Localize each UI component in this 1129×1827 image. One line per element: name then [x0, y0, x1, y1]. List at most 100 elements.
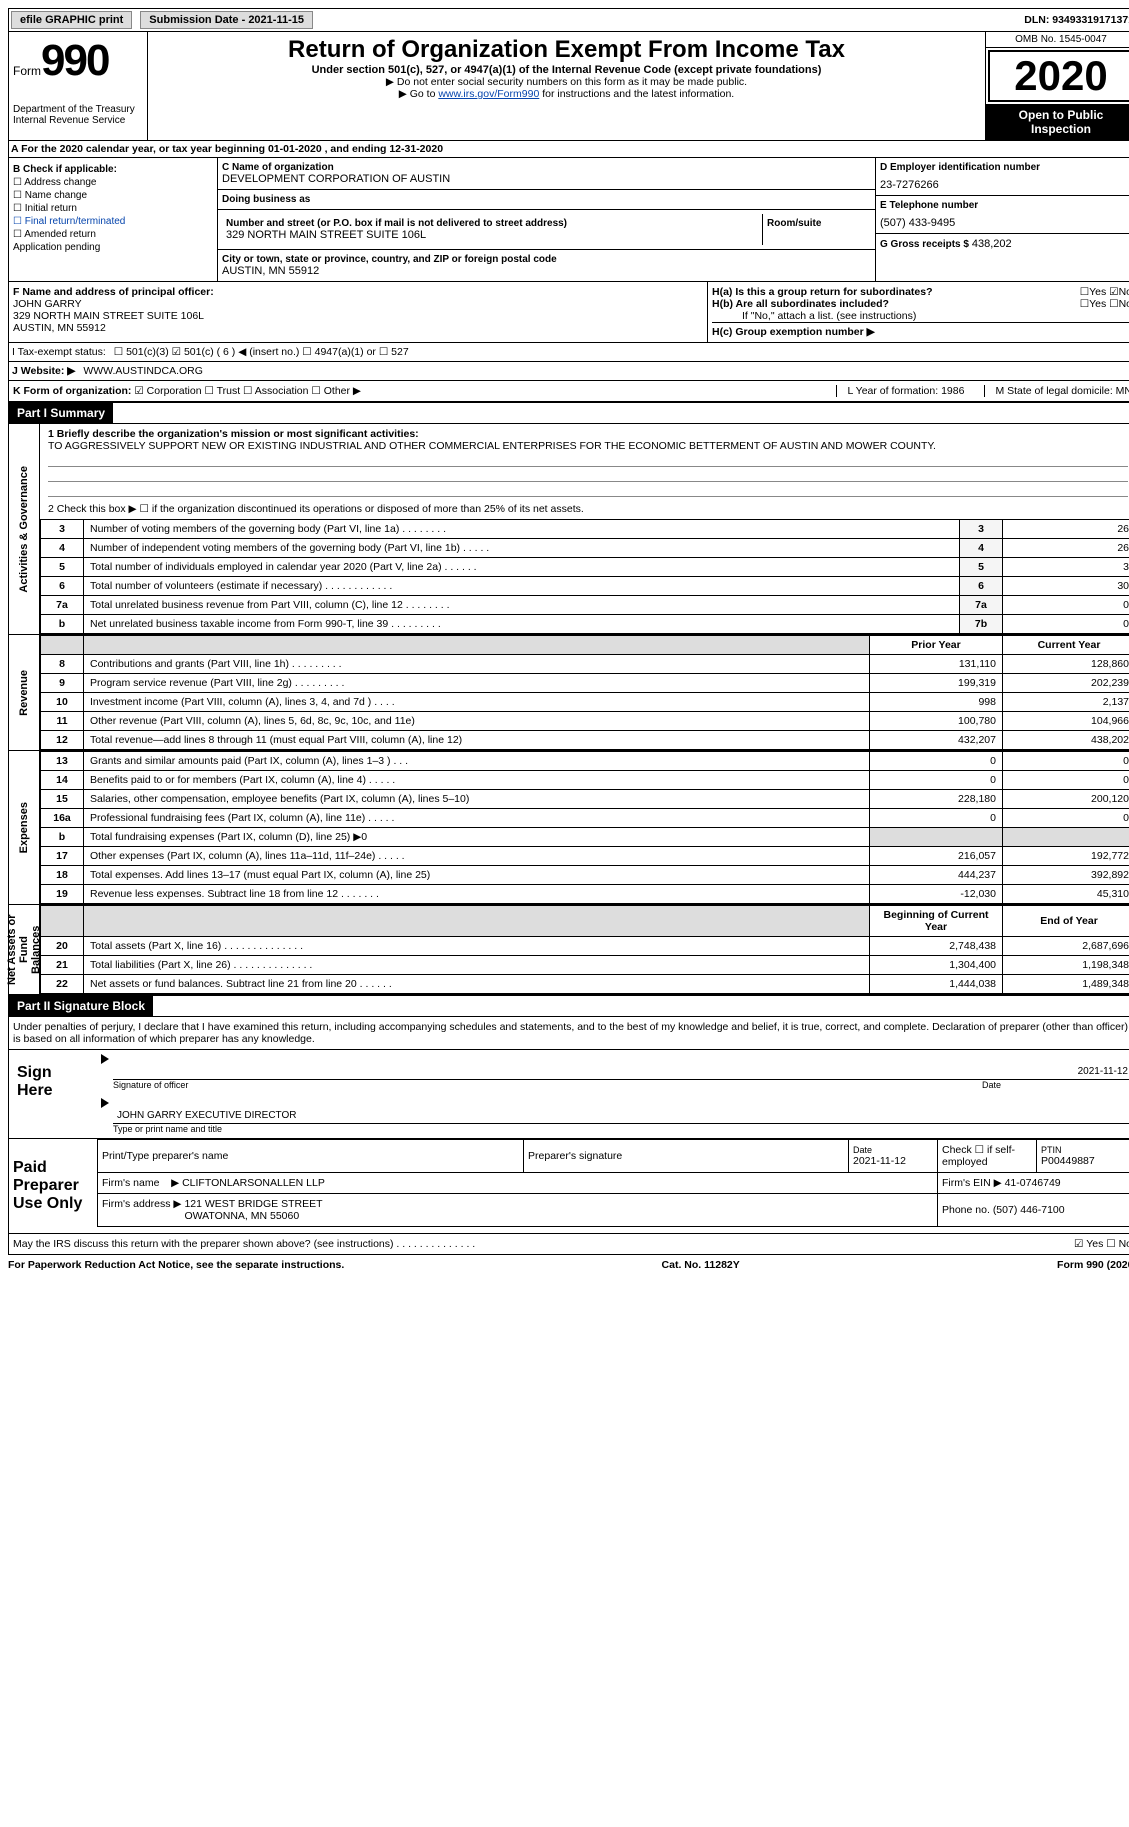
hb-label: H(b) Are all subordinates included?: [712, 298, 889, 310]
efile-label: efile GRAPHIC print: [11, 11, 132, 29]
netassets-table: Beginning of Current YearEnd of Year20To…: [40, 905, 1129, 994]
arrow-icon: [101, 1098, 109, 1108]
firm-addr-label: Firm's address ▶: [102, 1198, 182, 1210]
street-label: Number and street (or P.O. box if mail i…: [226, 218, 758, 229]
irs-link[interactable]: www.irs.gov/Form990: [438, 88, 539, 100]
org-name-label: C Name of organization: [222, 162, 871, 173]
footer-right: Form 990 (2020): [1057, 1259, 1129, 1271]
city-value: AUSTIN, MN 55912: [222, 265, 871, 277]
prep-name-label: Print/Type preparer's name: [98, 1140, 524, 1173]
officer-name: JOHN GARRY: [13, 298, 703, 310]
officer-type-label: Type or print name and title: [113, 1124, 1129, 1134]
form-header: Form990 Department of the Treasury Inter…: [8, 32, 1129, 141]
prep-date-label: Date: [853, 1145, 933, 1155]
tax-status-label: I Tax-exempt status:: [12, 346, 106, 358]
prep-sig-label: Preparer's signature: [524, 1140, 849, 1173]
website-value: WWW.AUSTINDCA.ORG: [83, 365, 203, 377]
ptin-value: P00449887: [1041, 1155, 1095, 1167]
date-label: Date: [982, 1080, 1129, 1090]
officer-name-printed: JOHN GARRY EXECUTIVE DIRECTOR: [113, 1098, 1129, 1124]
check-pending: Application pending: [13, 242, 213, 253]
firm-phone: (507) 446-7100: [993, 1204, 1065, 1216]
footer-left: For Paperwork Reduction Act Notice, see …: [8, 1259, 344, 1271]
part2-header: Part II Signature Block: [9, 996, 153, 1016]
hb-note: If "No," attach a list. (see instruction…: [712, 310, 1129, 322]
prep-check: Check ☐ if self-employed: [938, 1140, 1037, 1173]
ha-label: H(a) Is this a group return for subordin…: [712, 286, 933, 298]
section-b-heading: B Check if applicable:: [13, 164, 213, 175]
line2: 2 Check this box ▶ ☐ if the organization…: [48, 503, 1128, 515]
page-title: Return of Organization Exempt From Incom…: [152, 36, 981, 64]
firm-addr: 121 WEST BRIDGE STREET OWATONNA, MN 5506…: [184, 1198, 322, 1222]
declaration: Under penalties of perjury, I declare th…: [8, 1017, 1129, 1050]
subtitle: Under section 501(c), 527, or 4947(a)(1)…: [152, 64, 981, 76]
line-k: K Form of organization: ☑ Corporation ☐ …: [8, 381, 1129, 402]
org-name: DEVELOPMENT CORPORATION OF AUSTIN: [222, 173, 871, 185]
entity-grid: B Check if applicable: ☐ Address change …: [8, 158, 1129, 282]
check-address: ☐ Address change: [13, 177, 213, 188]
page-footer: For Paperwork Reduction Act Notice, see …: [8, 1255, 1129, 1275]
part1-header: Part I Summary: [9, 403, 113, 423]
dept-label: Department of the Treasury Internal Reve…: [13, 104, 143, 126]
omb-number: OMB No. 1545-0047: [986, 32, 1129, 48]
gross-label: G Gross receipts $: [880, 239, 969, 250]
side-netassets: Net Assets or Fund Balances: [4, 905, 44, 994]
ha-answer: ☐Yes ☑No: [1080, 286, 1129, 298]
dba-label: Doing business as: [222, 194, 871, 205]
side-revenue: Revenue: [16, 662, 32, 724]
footer-mid: Cat. No. 11282Y: [662, 1259, 740, 1271]
firm-name-label: Firm's name ▶: [102, 1177, 182, 1189]
check-initial: ☐ Initial return: [13, 203, 213, 214]
tax-year: 2020: [988, 50, 1129, 102]
firm-phone-label: Phone no.: [942, 1204, 990, 1216]
section-f-label: F Name and address of principal officer:: [13, 286, 703, 298]
state-domicile: M State of legal domicile: MN: [984, 385, 1129, 397]
dln: DLN: 93493319171371: [1024, 14, 1129, 26]
note-ssn: ▶ Do not enter social security numbers o…: [152, 76, 981, 88]
check-name: ☐ Name change: [13, 190, 213, 201]
tax-status-opts: ☐ 501(c)(3) ☑ 501(c) ( 6 ) ◀ (insert no.…: [114, 346, 409, 358]
revenue-table: Prior YearCurrent Year8Contributions and…: [40, 635, 1129, 750]
expenses-table: 13Grants and similar amounts paid (Part …: [40, 751, 1129, 904]
form-org-opts: ☑ Corporation ☐ Trust ☐ Association ☐ Ot…: [134, 385, 361, 397]
ptin-label: PTIN: [1041, 1145, 1129, 1155]
top-bar: efile GRAPHIC print Submission Date - 20…: [8, 8, 1129, 32]
side-governance: Activities & Governance: [16, 458, 32, 601]
phone-value: (507) 433-9495: [880, 211, 1129, 229]
street-value: 329 NORTH MAIN STREET SUITE 106L: [226, 229, 758, 241]
line-j: J Website: ▶ WWW.AUSTINDCA.ORG: [8, 362, 1129, 381]
phone-label: E Telephone number: [880, 200, 1129, 211]
firm-ein: 41-0746749: [1005, 1177, 1061, 1189]
sign-here-label: Sign Here: [13, 1054, 91, 1134]
submission-date: Submission Date - 2021-11-15: [140, 11, 313, 29]
form-number: 990: [41, 36, 108, 85]
officer-addr1: 329 NORTH MAIN STREET SUITE 106L: [13, 310, 703, 322]
arrow-icon: [101, 1054, 109, 1064]
discuss-answer: ☑ Yes ☐ No: [1074, 1238, 1129, 1250]
gross-value: 438,202: [972, 238, 1012, 250]
sig-officer-label: Signature of officer: [113, 1080, 982, 1090]
side-expenses: Expenses: [16, 794, 32, 861]
governance-table: 3Number of voting members of the governi…: [40, 519, 1129, 634]
paid-preparer-label: Paid Preparer Use Only: [9, 1139, 87, 1233]
website-label: J Website: ▶: [12, 365, 75, 377]
check-final: ☐ Final return/terminated: [13, 216, 213, 227]
preparer-table: Print/Type preparer's name Preparer's si…: [97, 1139, 1129, 1227]
discuss-question: May the IRS discuss this return with the…: [13, 1238, 1074, 1250]
prep-date: 2021-11-12: [853, 1155, 906, 1167]
line1-text: TO AGGRESSIVELY SUPPORT NEW OR EXISTING …: [48, 440, 1128, 452]
tax-period: A For the 2020 calendar year, or tax yea…: [8, 141, 1129, 158]
firm-ein-label: Firm's EIN ▶: [942, 1177, 1002, 1189]
year-formation: L Year of formation: 1986: [836, 385, 964, 397]
check-amended: ☐ Amended return: [13, 229, 213, 240]
open-inspection: Open to Public Inspection: [986, 104, 1129, 140]
city-label: City or town, state or province, country…: [222, 254, 871, 265]
line-i: I Tax-exempt status: ☐ 501(c)(3) ☑ 501(c…: [8, 343, 1129, 362]
form-org-label: K Form of organization:: [13, 385, 131, 397]
hc-label: H(c) Group exemption number ▶: [712, 326, 875, 338]
hb-answer: ☐Yes ☐No: [1080, 298, 1129, 310]
form-word: Form: [13, 64, 41, 78]
officer-block: F Name and address of principal officer:…: [8, 282, 1129, 343]
line1-label: 1 Briefly describe the organization's mi…: [48, 428, 1128, 440]
ein-label: D Employer identification number: [880, 162, 1129, 173]
